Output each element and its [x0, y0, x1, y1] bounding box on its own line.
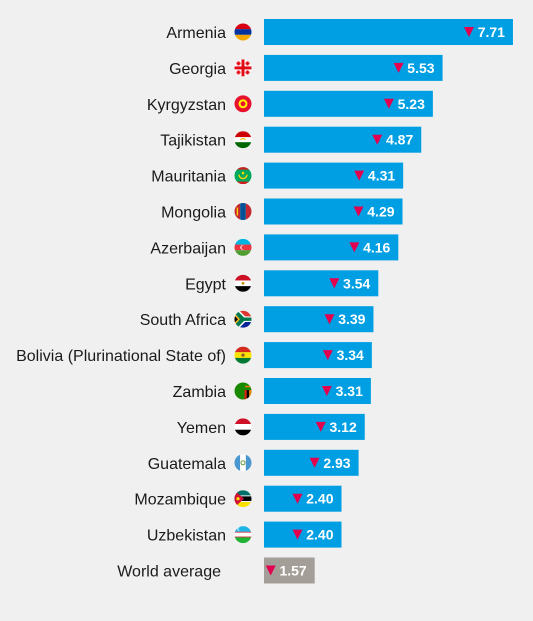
bar [264, 485, 342, 512]
bar [264, 234, 399, 261]
bar [264, 19, 513, 45]
value-label: 4.87 [386, 132, 413, 148]
bar [264, 54, 443, 81]
down-arrow-icon [321, 386, 332, 396]
down-arrow-icon [292, 493, 303, 504]
down-arrow-icon [265, 565, 276, 576]
egypt-flag-icon [234, 274, 252, 292]
bar-row-mozambique: Mozambique 2.40 [134, 485, 342, 512]
bar-row-egypt: Egypt 3.54 [185, 270, 379, 297]
category-label: Mauritania [151, 169, 226, 186]
bar-row-uzbekistan: Uzbekistan 2.40 [147, 521, 342, 548]
yemen-flag-icon [234, 418, 252, 436]
mozambique-flag-icon [234, 490, 252, 508]
bar [264, 306, 374, 333]
down-arrow-icon [315, 421, 326, 432]
category-label: Tajikistan [160, 133, 226, 150]
bar-row-world-average: World average 1.57 [117, 557, 315, 584]
bar [264, 449, 359, 476]
mongolia-flag-icon [234, 203, 252, 220]
value-label: 2.40 [306, 527, 333, 543]
bolivia-flag-icon [234, 346, 252, 364]
bar-row-tajikistan: Tajikistan 4.87 [160, 126, 422, 153]
zambia-flag-icon [234, 382, 252, 400]
value-label: 4.29 [367, 204, 394, 220]
bar [264, 342, 372, 369]
south-africa-flag-icon [234, 310, 252, 328]
down-arrow-icon [324, 314, 335, 325]
category-label: Zambia [173, 384, 226, 401]
category-label: South Africa [140, 312, 226, 329]
bar-row-armenia: Armenia 7.71 [166, 19, 513, 45]
value-label: 3.34 [337, 347, 364, 363]
value-label: 4.31 [368, 168, 395, 184]
down-arrow-icon [292, 529, 303, 540]
category-label: World average [117, 564, 221, 581]
down-arrow-icon [322, 350, 333, 361]
category-label: Kyrgyzstan [147, 97, 226, 114]
bar [264, 378, 371, 404]
down-arrow-icon [383, 98, 394, 109]
georgia-flag-icon [234, 59, 252, 77]
bar-row-south-africa: South Africa 3.39 [140, 306, 374, 333]
value-label: 2.40 [306, 491, 333, 507]
bar-row-kyrgyzstan: Kyrgyzstan 5.23 [147, 90, 433, 117]
value-label: 1.57 [279, 563, 306, 579]
category-label: Yemen [177, 420, 226, 437]
value-label: 5.23 [398, 96, 425, 112]
down-arrow-icon [329, 278, 340, 289]
bar-row-bolivia-plurinational-state-of: Bolivia (Plurinational State of) 3.34 [16, 342, 372, 369]
bar-row-yemen: Yemen 3.12 [177, 413, 365, 440]
value-label: 3.39 [338, 311, 365, 327]
value-label: 5.53 [407, 60, 434, 76]
value-label: 3.31 [336, 383, 363, 399]
bar-row-zambia: Zambia 3.31 [173, 378, 371, 404]
bar-row-mongolia: Mongolia 4.29 [161, 198, 403, 225]
tajikistan-flag-icon [234, 131, 252, 149]
guatemala-flag-icon [234, 454, 252, 472]
bar [264, 162, 404, 189]
bar-row-georgia: Georgia 5.53 [169, 54, 443, 81]
down-arrow-icon [309, 457, 320, 468]
down-arrow-icon [349, 242, 360, 253]
category-label: Bolivia (Plurinational State of) [16, 348, 226, 365]
value-label: 3.12 [329, 419, 356, 435]
category-label: Uzbekistan [147, 528, 226, 545]
bar-row-guatemala: Guatemala 2.93 [148, 449, 359, 476]
category-label: Armenia [166, 25, 226, 42]
down-arrow-icon [393, 62, 404, 73]
down-arrow-icon [372, 134, 383, 145]
value-label: 4.16 [363, 239, 390, 255]
azerbaijan-flag-icon [234, 238, 252, 256]
category-label: Georgia [169, 61, 226, 78]
value-label: 3.54 [343, 275, 370, 291]
down-arrow-icon [354, 170, 365, 181]
category-label: Azerbaijan [150, 240, 226, 257]
bar [264, 270, 379, 297]
bar-row-mauritania: Mauritania 4.31 [151, 162, 404, 189]
category-label: Guatemala [148, 456, 226, 473]
category-label: Egypt [185, 276, 226, 293]
mauritania-flag-icon [234, 167, 252, 185]
armenia-flag-icon [234, 23, 252, 41]
bar [264, 413, 365, 440]
bar [264, 126, 422, 153]
value-label: 2.93 [323, 455, 350, 471]
bar [264, 198, 403, 225]
down-arrow-icon [463, 27, 474, 37]
value-label: 7.71 [478, 24, 505, 40]
kyrgyzstan-flag-icon [234, 95, 252, 113]
bar-row-azerbaijan: Azerbaijan 4.16 [150, 234, 399, 261]
category-label: Mozambique [134, 492, 226, 509]
bar [264, 90, 433, 117]
bar [264, 521, 342, 548]
down-arrow-icon [353, 206, 364, 217]
category-label: Mongolia [161, 205, 226, 222]
uzbekistan-flag-icon [234, 526, 252, 544]
